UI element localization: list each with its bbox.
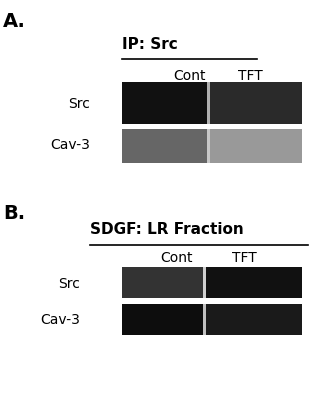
Text: Src: Src (58, 277, 80, 290)
Bar (122, 304, 302, 335)
Bar (210, 129, 302, 163)
Text: SDGF: LR Fraction: SDGF: LR Fraction (90, 222, 244, 237)
Text: Src: Src (68, 97, 90, 111)
Text: TFT: TFT (238, 69, 263, 83)
Text: IP: Src: IP: Src (122, 37, 178, 52)
Bar (122, 267, 302, 298)
Text: Cont: Cont (173, 69, 206, 83)
Bar (210, 82, 302, 124)
Bar (122, 304, 203, 335)
Bar (122, 129, 302, 163)
Text: Cont: Cont (160, 251, 193, 265)
Text: TFT: TFT (231, 251, 256, 265)
Text: Cav-3: Cav-3 (50, 138, 90, 152)
Text: Cav-3: Cav-3 (40, 313, 80, 327)
Bar (122, 82, 302, 124)
Text: A.: A. (3, 12, 26, 31)
Bar (122, 129, 207, 163)
Bar (122, 82, 207, 124)
Bar (122, 267, 203, 298)
Bar (206, 304, 302, 335)
Text: B.: B. (3, 204, 25, 223)
Bar (206, 267, 302, 298)
